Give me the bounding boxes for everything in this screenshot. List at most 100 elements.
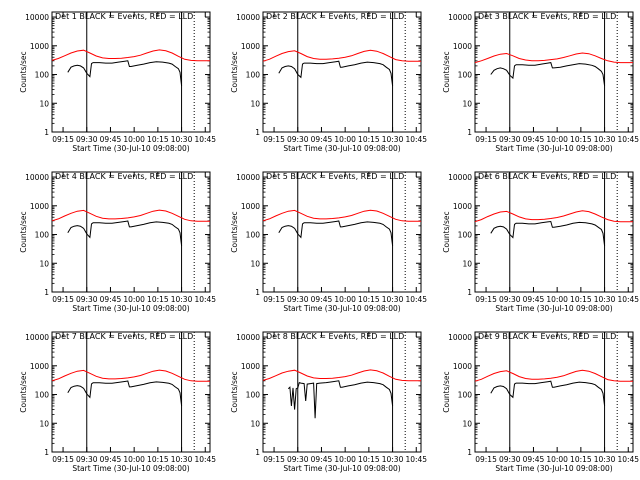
y-tick-label: 100 bbox=[35, 391, 50, 400]
y-axis-label: Counts/sec bbox=[19, 371, 28, 412]
x-tick-label: 09:45 bbox=[100, 455, 122, 464]
x-tick-label: 10:15 bbox=[147, 455, 169, 464]
x-axis-label: Start Time (30-Jul-10 09:08:00) bbox=[72, 464, 189, 473]
y-axis-label: Counts/sec bbox=[442, 51, 451, 92]
events-rate-line bbox=[67, 60, 183, 87]
y-tick-label: 1000 bbox=[30, 42, 49, 51]
y-axis-label: Counts/sec bbox=[19, 51, 28, 92]
lld-rate-line bbox=[474, 210, 633, 223]
y-tick-label: 1 bbox=[44, 288, 49, 297]
x-tick-label: 09:45 bbox=[311, 455, 333, 464]
x-tick-label: 09:45 bbox=[100, 135, 122, 144]
x-axis-label: Start Time (30-Jul-10 09:08:00) bbox=[72, 144, 189, 153]
x-tick-label: 10:30 bbox=[594, 295, 616, 304]
plot-frame bbox=[51, 171, 211, 293]
detector-panel-6: Det 6 BLACK = Events, RED = LLD 1 10 100 100… bbox=[442, 171, 639, 313]
y-tick-label: 1000 bbox=[453, 362, 472, 371]
plot-frame bbox=[262, 331, 422, 453]
y-tick-label: 10000 bbox=[448, 13, 472, 22]
y-tick-label: 1000 bbox=[241, 202, 260, 211]
y-tick-label: 100 bbox=[246, 231, 261, 240]
x-tick-label: 10:45 bbox=[194, 295, 216, 304]
plot-frame bbox=[262, 11, 422, 133]
x-tick-label: 10:15 bbox=[147, 295, 169, 304]
y-tick-label: 10000 bbox=[25, 333, 49, 342]
x-axis-label: Start Time (30-Jul-10 09:08:00) bbox=[495, 464, 612, 473]
y-tick-label: 10 bbox=[250, 419, 260, 428]
y-tick-label: 10 bbox=[39, 99, 49, 108]
y-axis-label: Counts/sec bbox=[19, 211, 28, 252]
y-tick-label: 10 bbox=[462, 419, 472, 428]
x-tick-label: 09:45 bbox=[523, 295, 545, 304]
x-tick-label: 10:30 bbox=[382, 455, 404, 464]
y-tick-label: 1000 bbox=[30, 202, 49, 211]
y-tick-label: 100 bbox=[458, 231, 473, 240]
x-tick-label: 09:15 bbox=[263, 455, 285, 464]
x-tick-label: 10:00 bbox=[546, 135, 568, 144]
x-axis-label: Start Time (30-Jul-10 09:08:00) bbox=[495, 304, 612, 313]
x-tick-label: 10:30 bbox=[171, 295, 193, 304]
y-tick-label: 1 bbox=[255, 448, 260, 457]
lld-rate-line bbox=[262, 209, 421, 222]
detector-panel-1: Det 1 BLACK = Events, RED = LLD 1 10 100 100… bbox=[19, 11, 216, 153]
detector-panel-4: Det 4 BLACK = Events, RED = LLD 1 10 100 100… bbox=[19, 171, 216, 313]
x-tick-label: 10:45 bbox=[617, 135, 639, 144]
x-tick-label: 10:45 bbox=[194, 135, 216, 144]
x-tick-label: 10:30 bbox=[594, 135, 616, 144]
y-axis-label: Counts/sec bbox=[442, 211, 451, 252]
detector-panel-7: Det 7 BLACK = Events, RED = LLD 1 10 100 100… bbox=[19, 331, 216, 473]
detector-panel-3: Det 3 BLACK = Events, RED = LLD 1 10 100 100… bbox=[442, 11, 639, 153]
y-tick-label: 10 bbox=[39, 259, 49, 268]
plot-title: Det 9 BLACK = Events, RED = LLD bbox=[478, 332, 616, 341]
y-tick-label: 1 bbox=[44, 448, 49, 457]
events-rate-line bbox=[287, 380, 394, 419]
y-tick-label: 1000 bbox=[241, 362, 260, 371]
y-axis-label: Counts/sec bbox=[230, 51, 239, 92]
x-tick-label: 10:15 bbox=[570, 455, 592, 464]
x-tick-label: 09:30 bbox=[499, 295, 521, 304]
y-axis-label: Counts/sec bbox=[230, 211, 239, 252]
plot-frame bbox=[51, 331, 211, 453]
y-tick-label: 10 bbox=[250, 99, 260, 108]
plot-title: Det 2 BLACK = Events, RED = LLD bbox=[266, 12, 404, 21]
x-tick-label: 10:45 bbox=[405, 455, 427, 464]
x-tick-label: 09:30 bbox=[287, 455, 309, 464]
x-axis-label: Start Time (30-Jul-10 09:08:00) bbox=[283, 464, 400, 473]
lld-rate-line bbox=[51, 49, 210, 62]
x-tick-label: 09:45 bbox=[523, 135, 545, 144]
y-axis-label: Counts/sec bbox=[442, 371, 451, 412]
y-tick-label: 10000 bbox=[448, 333, 472, 342]
plot-frame bbox=[51, 11, 211, 133]
y-tick-label: 100 bbox=[246, 71, 261, 80]
plot-title: Det 5 BLACK = Events, RED = LLD bbox=[266, 172, 404, 181]
plot-title: Det 3 BLACK = Events, RED = LLD bbox=[478, 12, 616, 21]
detector-panel-2: Det 2 BLACK = Events, RED = LLD 1 10 100 100… bbox=[230, 11, 427, 153]
x-tick-label: 09:30 bbox=[76, 455, 98, 464]
events-rate-line bbox=[67, 380, 183, 407]
lld-rate-line bbox=[262, 49, 421, 62]
x-tick-label: 09:15 bbox=[263, 135, 285, 144]
x-tick-label: 10:00 bbox=[334, 135, 356, 144]
detector-panel-5: Det 5 BLACK = Events, RED = LLD 1 10 100 100… bbox=[230, 171, 427, 313]
plot-title: Det 4 BLACK = Events, RED = LLD bbox=[55, 172, 193, 181]
x-tick-label: 09:30 bbox=[499, 455, 521, 464]
events-rate-line bbox=[490, 220, 606, 247]
x-tick-label: 10:15 bbox=[570, 295, 592, 304]
y-tick-label: 10 bbox=[39, 419, 49, 428]
y-tick-label: 100 bbox=[246, 391, 261, 400]
plot-title: Det 6 BLACK = Events, RED = LLD bbox=[478, 172, 616, 181]
y-tick-label: 1 bbox=[255, 288, 260, 297]
events-rate-line bbox=[278, 60, 394, 87]
x-tick-label: 10:30 bbox=[171, 135, 193, 144]
x-tick-label: 10:45 bbox=[405, 295, 427, 304]
x-tick-label: 10:15 bbox=[358, 135, 380, 144]
plot-title: Det 7 BLACK = Events, RED = LLD bbox=[55, 332, 193, 341]
x-tick-label: 09:45 bbox=[311, 135, 333, 144]
y-tick-label: 10 bbox=[462, 259, 472, 268]
y-tick-label: 10000 bbox=[236, 333, 260, 342]
y-tick-label: 10000 bbox=[236, 173, 260, 182]
x-tick-label: 09:15 bbox=[475, 455, 497, 464]
y-tick-label: 10 bbox=[250, 259, 260, 268]
x-tick-label: 09:30 bbox=[287, 295, 309, 304]
plot-frame bbox=[262, 171, 422, 293]
